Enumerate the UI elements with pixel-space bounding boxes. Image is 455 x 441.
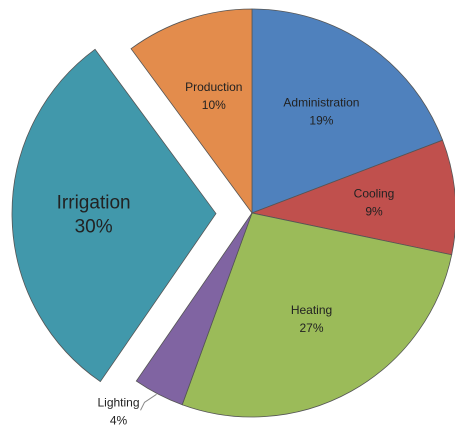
- pie-slice: [251, 8, 444, 214]
- slice-label: Heating: [291, 303, 332, 317]
- pie-slice: [11, 48, 217, 383]
- leader-line: [140, 393, 157, 411]
- slice-label: Irrigation: [57, 193, 131, 214]
- slice-label: Production: [185, 80, 242, 94]
- pie-slice: [250, 139, 455, 256]
- slice-label: Cooling: [354, 186, 395, 200]
- value-label: 10%: [202, 98, 226, 112]
- pie-slice: [135, 212, 253, 406]
- value-label: 4%: [110, 413, 128, 427]
- slice-label: Lighting: [97, 395, 139, 409]
- slice-label: Administration: [283, 95, 359, 109]
- pie-slice: [130, 8, 253, 215]
- value-label: 9%: [365, 204, 383, 218]
- pie-slice: [181, 212, 453, 418]
- value-label: 27%: [299, 321, 323, 335]
- value-label: 30%: [75, 217, 113, 238]
- value-label: 19%: [309, 113, 333, 127]
